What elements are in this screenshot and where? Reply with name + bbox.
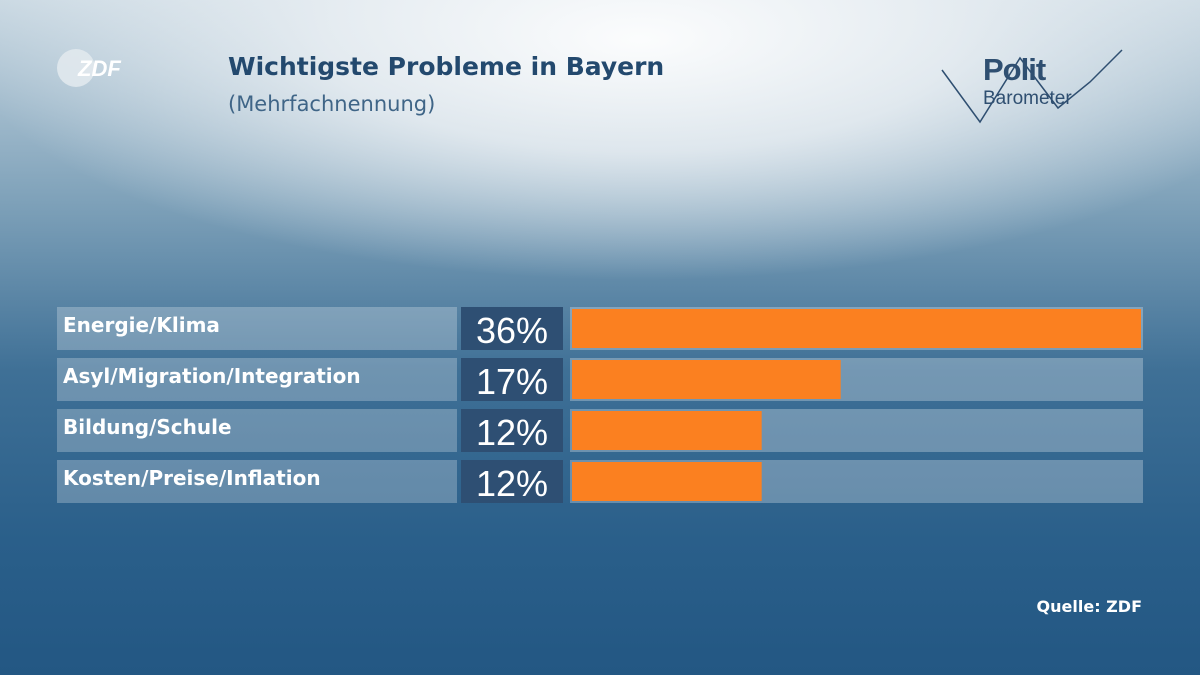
category-label-bg bbox=[57, 409, 457, 452]
value-label: 12% bbox=[476, 463, 548, 504]
value-label-box bbox=[461, 307, 563, 350]
value-label-box bbox=[461, 460, 563, 503]
chart-subtitle: (Mehrfachnennung) bbox=[228, 92, 436, 116]
politbarometer-logo-line1: Polit bbox=[983, 52, 1046, 87]
zigzag-chart-icon bbox=[941, 49, 1123, 124]
value-label-box bbox=[461, 358, 563, 401]
zdf-logo: ZDF bbox=[57, 49, 121, 87]
category-label-bg bbox=[57, 307, 457, 350]
bar bbox=[572, 411, 762, 450]
bar bbox=[572, 309, 1141, 348]
zdf-logo-text: ZDF bbox=[77, 56, 121, 81]
value-label: 12% bbox=[476, 412, 548, 453]
category-label-bg bbox=[57, 460, 457, 503]
value-label: 17% bbox=[476, 361, 548, 402]
category-label: Energie/Klima bbox=[63, 313, 220, 337]
source-note: Quelle: ZDF bbox=[1036, 597, 1142, 616]
politbarometer-logo-line2: Barometer bbox=[983, 88, 1072, 109]
chart-title: Wichtigste Probleme in Bayern bbox=[228, 52, 665, 81]
category-label-bg bbox=[57, 358, 457, 401]
category-label: Asyl/Migration/Integration bbox=[63, 364, 361, 388]
value-label-box bbox=[461, 409, 563, 452]
bar bbox=[572, 462, 762, 501]
bar bbox=[572, 360, 841, 399]
category-label: Bildung/Schule bbox=[63, 415, 232, 439]
value-label: 36% bbox=[476, 310, 548, 351]
category-label: Kosten/Preise/Inflation bbox=[63, 466, 321, 490]
